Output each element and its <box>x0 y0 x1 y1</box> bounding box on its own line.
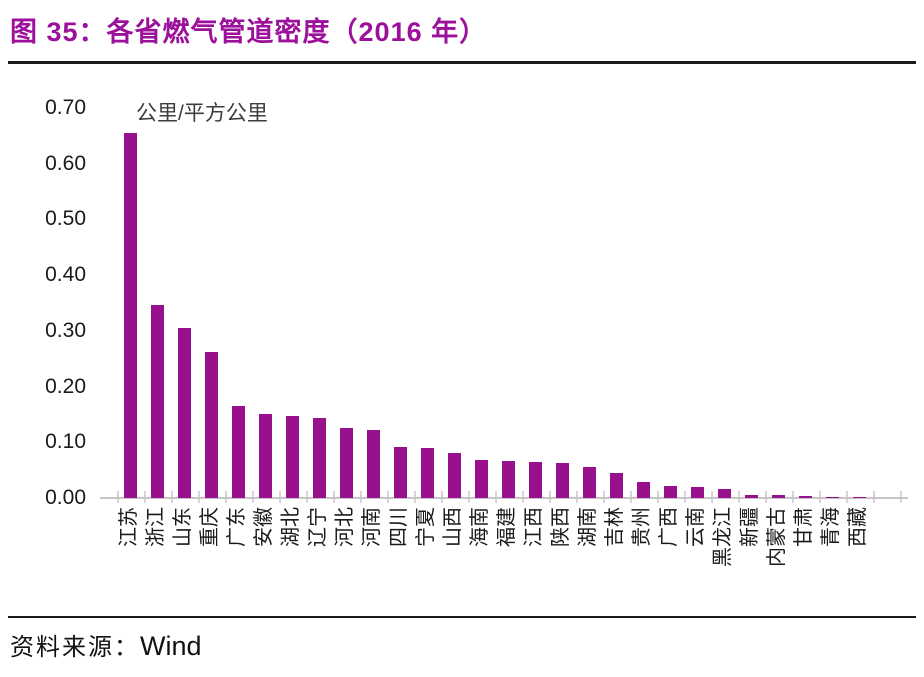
y-axis-tick-label: 0.10 <box>45 430 86 454</box>
bar-安徽 <box>258 414 272 498</box>
x-axis-label-青海: 青海 <box>820 507 842 547</box>
bar-吉林 <box>609 473 623 498</box>
bar-山东 <box>177 328 191 498</box>
x-axis-label-内蒙古: 内蒙古 <box>766 507 788 567</box>
bar-江西 <box>528 462 542 498</box>
x-axis-line <box>100 497 908 499</box>
y-axis-tick-label: 0.40 <box>45 263 86 287</box>
title-divider <box>8 61 916 64</box>
bar-河北 <box>339 428 353 498</box>
x-axis-label-云南: 云南 <box>685 507 707 547</box>
bar-河南 <box>366 430 380 498</box>
x-axis-label-陕西: 陕西 <box>550 507 572 547</box>
bar-陕西 <box>555 463 569 498</box>
x-axis-label-重庆: 重庆 <box>199 507 221 547</box>
x-axis-label-宁夏: 宁夏 <box>415 507 437 547</box>
x-axis-label-福建: 福建 <box>496 507 518 547</box>
bar-重庆 <box>204 352 218 498</box>
x-axis-label-海南: 海南 <box>469 507 491 547</box>
y-axis-tick-label: 0.70 <box>45 96 86 119</box>
bar-福建 <box>501 461 515 498</box>
x-axis-label-湖北: 湖北 <box>280 507 302 547</box>
bar-湖南 <box>582 467 596 498</box>
footer-divider <box>8 616 916 618</box>
bar-西藏 <box>852 497 866 498</box>
source-label: 资料来源： <box>10 635 140 661</box>
x-axis-label-新疆: 新疆 <box>739 507 761 547</box>
bar-浙江 <box>150 305 164 498</box>
x-axis-label-山东: 山东 <box>172 507 194 547</box>
bar-青海 <box>825 497 839 498</box>
x-axis-label-江西: 江西 <box>523 507 545 547</box>
x-axis-label-甘肃: 甘肃 <box>793 507 815 547</box>
x-axis-label-河北: 河北 <box>334 507 356 547</box>
bar-黑龙江 <box>717 489 731 498</box>
bar-江苏 <box>123 133 137 498</box>
y-axis-tick-label: 0.00 <box>45 486 86 509</box>
y-axis-tick-label: 0.20 <box>45 374 86 398</box>
bar-广东 <box>231 406 245 498</box>
x-axis-label-吉林: 吉林 <box>604 507 626 547</box>
x-axis-label-四川: 四川 <box>388 507 410 547</box>
x-axis-label-浙江: 浙江 <box>145 507 167 547</box>
x-axis-label-黑龙江: 黑龙江 <box>712 507 734 567</box>
bar-四川 <box>393 447 407 498</box>
source-name: Wind <box>140 631 202 661</box>
bar-云南 <box>690 487 704 498</box>
bar-辽宁 <box>312 418 326 498</box>
y-axis-tick-label: 0.30 <box>45 318 86 342</box>
x-axis-label-辽宁: 辽宁 <box>307 507 329 547</box>
bar-广西 <box>663 486 677 498</box>
bar-内蒙古 <box>771 495 785 498</box>
bar-贵州 <box>636 482 650 498</box>
source-note: 资料来源：Wind <box>10 627 202 662</box>
x-axis-label-湖南: 湖南 <box>577 507 599 547</box>
x-axis-label-西藏: 西藏 <box>847 507 869 547</box>
x-axis-label-贵州: 贵州 <box>631 507 653 547</box>
bar-海南 <box>474 460 488 498</box>
x-axis-label-山西: 山西 <box>442 507 464 547</box>
x-axis-label-安徽: 安徽 <box>253 507 275 547</box>
y-axis-tick-label: 0.60 <box>45 151 86 175</box>
x-axis-label-广东: 广东 <box>226 507 248 547</box>
bar-山西 <box>447 453 461 498</box>
x-axis-label-河南: 河南 <box>361 507 383 547</box>
bar-甘肃 <box>798 496 812 498</box>
y-axis-unit-label: 公里/平方公里 <box>136 102 268 125</box>
x-axis-label-广西: 广西 <box>658 507 680 547</box>
x-axis-label-江苏: 江苏 <box>118 507 140 547</box>
bar-湖北 <box>285 416 299 498</box>
figure-title: 图 35：各省燃气管道密度（2016 年） <box>10 17 488 47</box>
bar-宁夏 <box>420 448 434 498</box>
y-axis-tick-label: 0.50 <box>45 207 86 231</box>
bar-新疆 <box>744 495 758 498</box>
